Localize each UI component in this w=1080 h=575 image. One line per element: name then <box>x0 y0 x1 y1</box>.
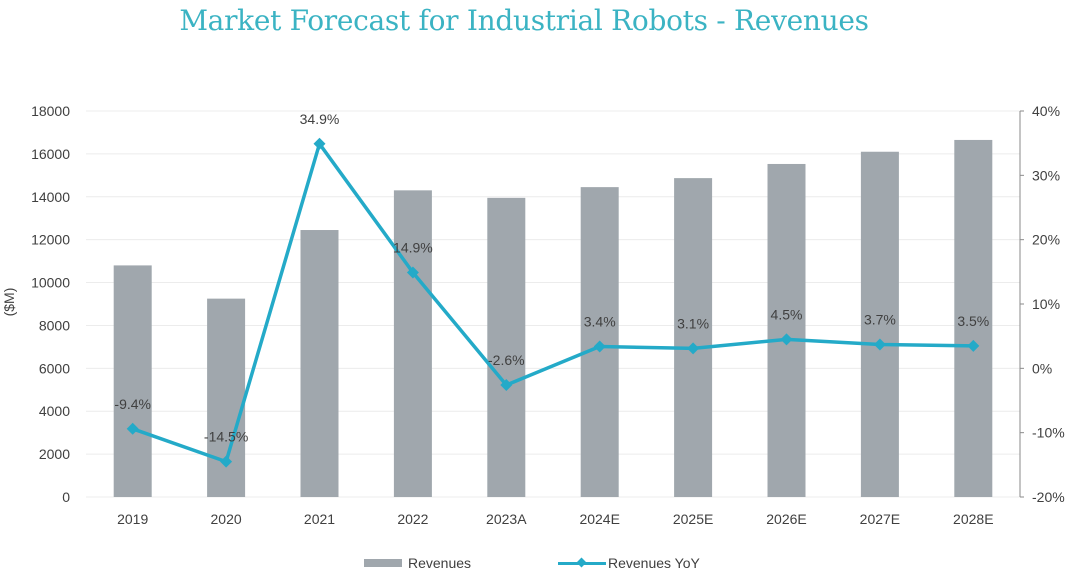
y-axis-right: -20% -10% 0% 10% 20% 30% 40% <box>1019 103 1065 505</box>
y-tick-label: 12000 <box>31 232 70 248</box>
yoy-data-label: 3.7% <box>864 312 896 328</box>
legend-item-revenues: Revenues <box>364 555 471 571</box>
bar-2019 <box>113 265 152 497</box>
legend-swatch-bar <box>364 559 402 567</box>
legend-swatch-line <box>558 557 606 569</box>
legend-label-revenues-yoy: Revenues YoY <box>608 555 700 571</box>
yoy-marker-2019 <box>126 422 139 435</box>
yoy-marker-2020 <box>220 455 233 468</box>
y-tick-label: 6000 <box>39 360 70 376</box>
bar-2026e <box>767 163 806 497</box>
y-tick-label: 16000 <box>31 146 70 162</box>
y-tick-label: 0 <box>62 489 70 505</box>
yoy-data-label: 4.5% <box>771 306 803 322</box>
yoy-data-label: -2.6% <box>488 352 525 368</box>
y-tick-label: 18000 <box>31 103 70 119</box>
y2-tick-label: 40% <box>1032 103 1060 119</box>
yoy-line <box>126 137 980 468</box>
y-tick-label: 10000 <box>31 275 70 291</box>
yoy-data-label: 3.4% <box>584 313 616 329</box>
bars <box>113 139 993 498</box>
bar-2022 <box>393 190 432 497</box>
legend-label-revenues: Revenues <box>408 555 472 571</box>
y-axis-label: ($M) <box>1 288 17 317</box>
legend: Revenues Revenues YoY <box>0 555 1080 575</box>
yoy-marker-2024e <box>593 340 606 353</box>
yoy-marker-2022 <box>406 266 419 279</box>
x-tick-label: 2019 <box>117 511 148 527</box>
yoy-marker-2026e <box>780 333 793 346</box>
yoy-data-label: 14.9% <box>393 239 433 255</box>
yoy-marker-2028e <box>967 339 980 352</box>
y-tick-label: 2000 <box>39 446 70 462</box>
x-tick-label: 2028E <box>953 511 993 527</box>
yoy-data-label: 3.5% <box>957 313 989 329</box>
x-tick-label: 2022 <box>397 511 428 527</box>
x-tick-label: 2023A <box>486 511 527 527</box>
bar-2021 <box>300 230 339 497</box>
y-tick-label: 14000 <box>31 189 70 205</box>
x-tick-label: 2024E <box>579 511 619 527</box>
y2-tick-label: 30% <box>1032 167 1060 183</box>
legend-item-revenues-yoy: Revenues YoY <box>558 555 700 571</box>
y-tick-label: 8000 <box>39 317 70 333</box>
y2-tick-label: 10% <box>1032 296 1060 312</box>
yoy-marker-2027e <box>873 338 886 351</box>
x-tick-label: 2025E <box>673 511 713 527</box>
x-axis: 2019 2020 2021 2022 2023A 2024E 2025E 2026E 2027… <box>117 511 993 527</box>
x-tick-label: 2027E <box>860 511 900 527</box>
yoy-data-label: -14.5% <box>204 429 248 445</box>
y-tick-label: 4000 <box>39 403 70 419</box>
data-labels: -9.4% -14.5% 34.9% 14.9% -2.6% 3.4% 3.1% 4.5% 3.… <box>114 111 989 445</box>
yoy-marker-2023a <box>500 379 513 392</box>
bar-2025e <box>674 178 713 498</box>
chart-title: Market Forecast for Industrial Robots - … <box>179 4 869 37</box>
yoy-data-label: 34.9% <box>300 111 340 127</box>
y2-tick-label: -10% <box>1032 425 1065 441</box>
y2-tick-label: 0% <box>1032 360 1052 376</box>
x-tick-label: 2026E <box>766 511 806 527</box>
x-tick-label: 2021 <box>304 511 335 527</box>
y2-tick-label: -20% <box>1032 489 1065 505</box>
bar-2028e <box>954 139 993 497</box>
y2-tick-label: 20% <box>1032 232 1060 248</box>
bar-2023a <box>487 197 526 497</box>
y-axis-left: 0 2000 4000 6000 8000 10000 12000 14000 16000 180… <box>31 103 70 505</box>
x-tick-label: 2020 <box>211 511 242 527</box>
yoy-data-label: 3.1% <box>677 315 709 331</box>
yoy-polyline <box>132 142 974 464</box>
yoy-data-label: -9.4% <box>114 396 151 412</box>
bar-2027e <box>860 151 899 497</box>
yoy-marker-2025e <box>687 342 700 355</box>
yoy-marker-2021 <box>313 137 326 150</box>
